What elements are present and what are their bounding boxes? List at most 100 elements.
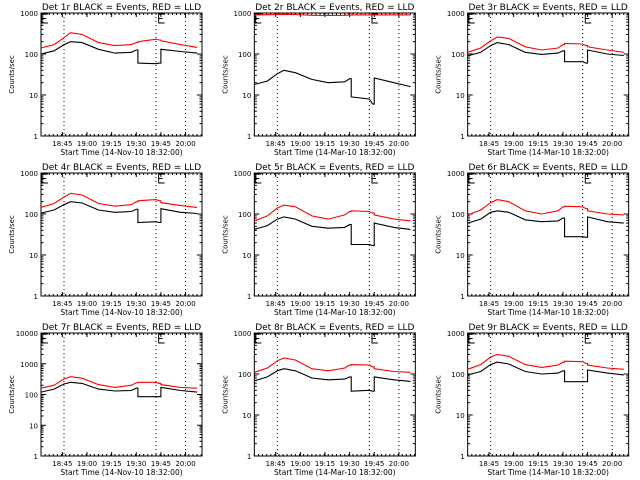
panel-det-6: Det 6r BLACK = Events, RED = LLD 1 10 100 10…	[435, 163, 630, 317]
x-axis-label: Start Time (14-Nov-10 18:32:00)	[60, 148, 182, 157]
y-tick-label: 10	[29, 92, 38, 100]
series-lld-line	[467, 353, 624, 370]
y-axis-label: Counts/sec	[221, 375, 229, 414]
y-tick-label: 1	[34, 453, 38, 461]
x-tick-label: 18:45	[479, 460, 499, 468]
y-tick-label: 100	[451, 51, 464, 59]
series-lld-line	[40, 192, 198, 208]
y-tick-label: 100	[238, 211, 251, 219]
y-tick-label: 10	[456, 92, 465, 100]
e-marker	[41, 173, 48, 184]
series-events-line	[254, 69, 411, 105]
e-marker	[41, 13, 48, 24]
panel-det-3: Det 3r BLACK = Events, RED = LLD 1 10 100 10…	[435, 3, 630, 157]
series-lld-line	[467, 36, 624, 53]
y-tick-label: 100	[451, 211, 464, 219]
e-marker	[371, 13, 378, 24]
series-lld-line	[467, 199, 624, 216]
chart-title: Det 3r BLACK = Events, RED = LLD	[469, 3, 628, 13]
x-tick-label: 18:45	[52, 460, 72, 468]
e-marker	[371, 333, 378, 344]
plot-frame	[253, 332, 416, 457]
y-tick-label: 1	[34, 293, 38, 301]
y-tick-label: 10	[29, 422, 38, 430]
y-tick-label: 1000	[447, 10, 465, 18]
x-tick-label: 19:30	[126, 460, 146, 468]
x-tick-label: 20:00	[175, 140, 195, 148]
y-tick-label: 1000	[447, 330, 465, 338]
e-marker	[468, 173, 475, 184]
x-tick-label: 18:45	[266, 140, 286, 148]
y-axis-label: Counts/sec	[8, 215, 16, 254]
y-tick-label: 10	[242, 92, 251, 100]
e-marker	[254, 333, 262, 344]
x-axis-label: Start Time (14-Mar-10 18:32:00)	[487, 468, 609, 477]
y-tick-label: 10	[456, 252, 465, 260]
x-tick-label: 19:30	[126, 140, 146, 148]
y-tick-label: 1	[460, 133, 464, 141]
x-tick-label: 19:45	[577, 300, 597, 308]
x-tick-label: 20:00	[389, 300, 409, 308]
e-marker	[41, 333, 48, 344]
plot-frame	[467, 332, 630, 457]
x-tick-label: 18:45	[266, 460, 286, 468]
chart-title: Det 7r BLACK = Events, RED = LLD	[42, 323, 201, 333]
x-tick-label: 19:00	[504, 300, 524, 308]
y-tick-label: 100	[25, 392, 38, 400]
x-tick-label: 19:00	[290, 460, 310, 468]
y-axis-label: Counts/sec	[435, 215, 443, 254]
y-tick-label: 1000	[234, 10, 252, 18]
y-axis-label: Counts/sec	[435, 375, 443, 414]
y-tick-label: 1	[247, 133, 251, 141]
panel-det-8: Det 8r BLACK = Events, RED = LLD 1 10 100 10…	[221, 323, 416, 477]
x-tick-label: 18:45	[52, 140, 72, 148]
y-tick-label: 1000	[447, 170, 465, 178]
x-tick-label: 20:00	[175, 460, 195, 468]
x-tick-label: 19:15	[528, 140, 548, 148]
chart-title: Det 5r BLACK = Events, RED = LLD	[255, 163, 414, 173]
plot-frame	[40, 172, 203, 297]
x-tick-label: 19:30	[340, 140, 360, 148]
plot-frame	[467, 12, 630, 137]
series-events-line	[254, 216, 411, 247]
plot-frame	[40, 12, 203, 137]
x-tick-label: 18:45	[266, 300, 286, 308]
x-axis-label: Start Time (14-Nov-10 18:32:00)	[60, 468, 182, 477]
e-marker	[371, 173, 378, 184]
panel-det-7: Det 7r BLACK = Events, RED = LLD 1 10 100 10…	[8, 323, 203, 477]
y-tick-label: 100	[25, 51, 38, 59]
series-events-line	[467, 42, 624, 64]
x-axis-label: Start Time (14-Nov-10 18:32:00)	[60, 308, 182, 317]
x-tick-label: 20:00	[602, 140, 622, 148]
y-tick-label: 100	[238, 51, 251, 59]
x-tick-label: 19:15	[102, 300, 122, 308]
x-tick-label: 19:30	[340, 460, 360, 468]
x-tick-label: 20:00	[602, 300, 622, 308]
x-tick-label: 20:00	[389, 140, 409, 148]
y-tick-label: 100	[238, 371, 251, 379]
y-tick-label: 1	[247, 453, 251, 461]
plot-frame	[253, 172, 416, 297]
x-tick-label: 19:00	[77, 140, 97, 148]
panel-det-4: Det 4r BLACK = Events, RED = LLD 1 10 100 10…	[8, 163, 203, 317]
x-tick-label: 19:45	[364, 140, 384, 148]
x-tick-label: 20:00	[389, 460, 409, 468]
x-tick-label: 19:45	[577, 460, 597, 468]
series-lld-line	[40, 376, 198, 389]
chart-title: Det 6r BLACK = Events, RED = LLD	[469, 163, 628, 173]
series-events-line	[467, 361, 624, 383]
series-events-line	[40, 41, 198, 65]
y-tick-label: 10	[456, 412, 465, 420]
x-tick-label: 19:30	[553, 300, 573, 308]
chart-title: Det 4r BLACK = Events, RED = LLD	[42, 163, 201, 173]
y-tick-label: 10	[242, 252, 251, 260]
e-marker	[254, 173, 262, 184]
x-tick-label: 20:00	[602, 460, 622, 468]
chart-title: Det 2r BLACK = Events, RED = LLD	[255, 3, 414, 13]
x-tick-label: 19:00	[504, 460, 524, 468]
y-axis-label: Counts/sec	[8, 375, 16, 414]
e-marker	[468, 13, 475, 24]
y-tick-label: 10	[242, 412, 251, 420]
y-tick-label: 1000	[20, 10, 38, 18]
